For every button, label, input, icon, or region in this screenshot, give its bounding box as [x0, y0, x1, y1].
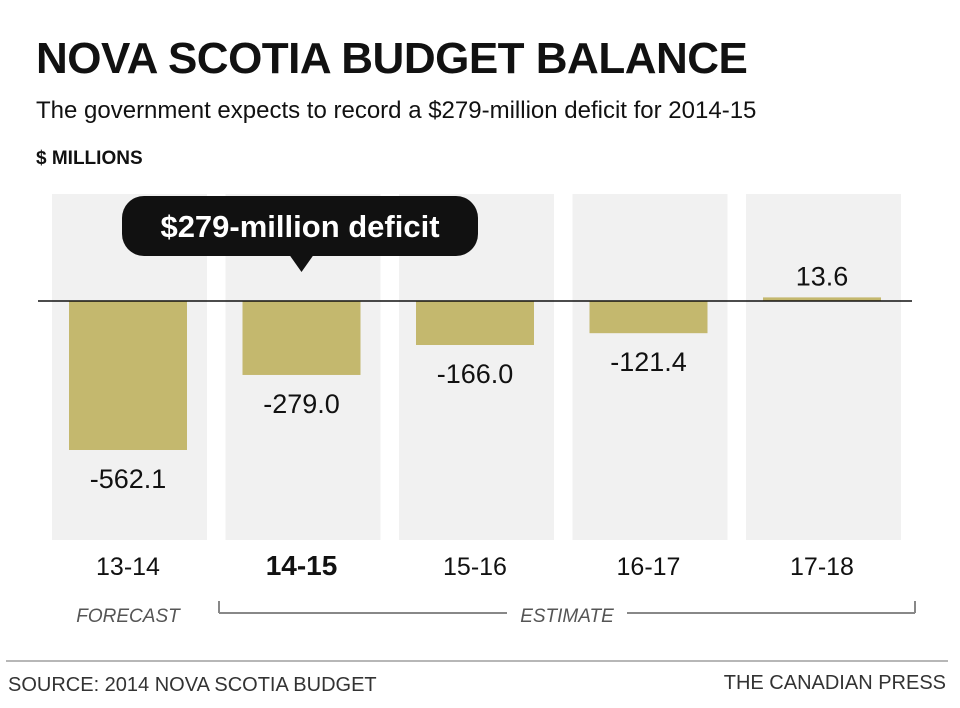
bar-13-14	[69, 301, 187, 450]
category-label-14-15: 14-15	[266, 550, 338, 581]
column-background-16-17	[572, 194, 728, 540]
unit-label: $ MILLIONS	[36, 148, 143, 169]
category-label-16-17: 16-17	[617, 553, 681, 581]
group-label-forecast: FORECAST	[76, 606, 181, 627]
chart-title: NOVA SCOTIA BUDGET BALANCE	[36, 34, 748, 83]
bar-17-18	[763, 297, 881, 301]
chart-subtitle: The government expects to record a $279-…	[36, 97, 757, 124]
source-credit: SOURCE: 2014 NOVA SCOTIA BUDGET	[8, 674, 377, 696]
value-label-14-15: -279.0	[263, 389, 340, 419]
publisher-credit: THE CANADIAN PRESS	[723, 672, 946, 694]
category-label-17-18: 17-18	[790, 553, 854, 581]
bar-15-16	[416, 301, 534, 346]
value-label-15-16: -166.0	[437, 359, 514, 389]
callout-pointer	[289, 255, 314, 272]
bar-16-17	[589, 301, 708, 334]
footer-divider	[6, 660, 948, 662]
column-background-17-18	[746, 194, 901, 540]
callout-text: $279-million deficit	[160, 209, 439, 244]
group-label-estimate: ESTIMATE	[520, 606, 614, 627]
value-label-13-14: -562.1	[90, 464, 167, 494]
bar-chart: -562.1 -279.0 -166.0 -121.4 13.6 13-14 14-15 15…	[38, 194, 916, 627]
category-label-13-14: 13-14	[96, 553, 160, 581]
category-label-15-16: 15-16	[443, 553, 507, 581]
callout-bubble	[122, 196, 478, 256]
value-label-17-18: 13.6	[796, 261, 849, 291]
value-label-16-17: -121.4	[610, 347, 687, 377]
bar-14-15	[242, 301, 361, 375]
